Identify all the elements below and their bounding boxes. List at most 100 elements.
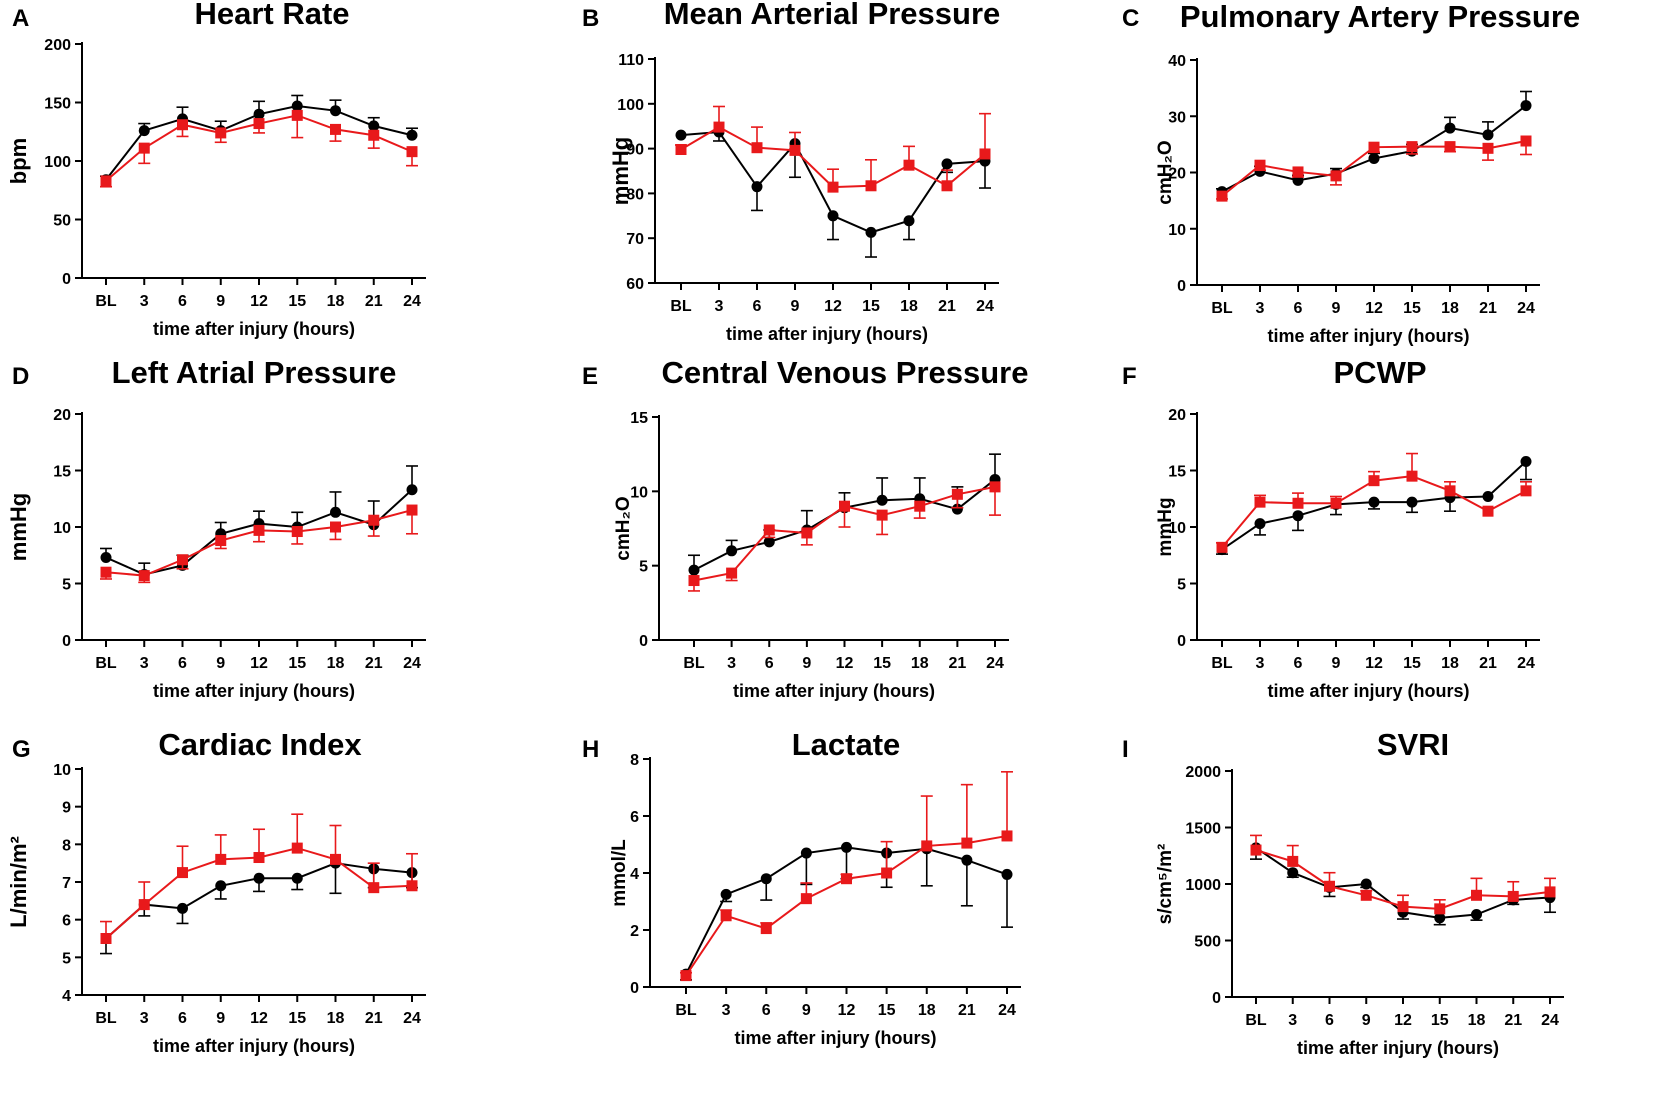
data-point xyxy=(1324,880,1335,892)
x-axis-label: time after injury (hours) xyxy=(733,681,935,701)
series-red xyxy=(1250,834,1556,915)
x-tick-label: 12 xyxy=(250,1010,268,1027)
data-point xyxy=(1292,510,1304,522)
x-tick-label: 3 xyxy=(727,655,736,672)
data-point xyxy=(330,123,341,135)
y-tick-label: 80 xyxy=(626,186,644,203)
y-tick-label: 0 xyxy=(1177,633,1186,650)
x-tick-label: BL xyxy=(670,298,692,315)
y-tick-label: 2 xyxy=(630,923,639,940)
data-point xyxy=(961,854,973,866)
x-tick-label: 3 xyxy=(140,655,149,672)
data-point xyxy=(881,867,893,879)
y-tick-label: 60 xyxy=(626,276,644,293)
data-point xyxy=(138,570,150,582)
data-point xyxy=(951,488,963,500)
data-point xyxy=(1254,159,1266,171)
data-point xyxy=(1406,470,1418,482)
data-point xyxy=(1482,142,1494,154)
y-tick-label: 10 xyxy=(53,520,71,537)
x-tick-label: 6 xyxy=(1325,1012,1334,1029)
y-tick-label: 10 xyxy=(1168,222,1186,239)
x-tick-label: 6 xyxy=(1294,300,1303,317)
data-point xyxy=(253,524,265,536)
y-tick-label: 110 xyxy=(618,52,644,69)
data-point xyxy=(1520,455,1532,467)
x-tick-label: 3 xyxy=(140,293,149,310)
y-tick-label: 20 xyxy=(1168,407,1186,424)
data-point xyxy=(789,144,801,156)
x-tick-label: 24 xyxy=(986,655,1004,672)
x-tick-label: 18 xyxy=(911,655,929,672)
data-point xyxy=(100,933,112,944)
data-point xyxy=(801,527,813,539)
chart-panel-A: A Heart Rate 0 50 100 150 200 BL 3 6 9 12 15 18 21 24 ti… xyxy=(6,0,426,339)
x-tick-label: 12 xyxy=(250,655,268,672)
x-tick-label: 18 xyxy=(327,1010,345,1027)
y-tick-label: 10 xyxy=(630,484,648,501)
data-point xyxy=(291,842,303,854)
x-tick-label: 18 xyxy=(1441,655,1459,672)
x-tick-label: 15 xyxy=(1403,655,1421,672)
x-tick-label: 3 xyxy=(722,1002,731,1019)
x-tick-label: 18 xyxy=(900,298,918,315)
x-tick-label: BL xyxy=(95,655,117,672)
x-tick-label: 15 xyxy=(288,655,306,672)
data-point xyxy=(406,146,418,158)
x-tick-label: BL xyxy=(95,293,117,310)
data-point xyxy=(1368,141,1380,153)
x-tick-label: BL xyxy=(683,655,705,672)
data-point xyxy=(406,484,418,496)
y-tick-label: 6 xyxy=(630,809,639,826)
x-tick-label: 24 xyxy=(976,298,994,315)
data-point xyxy=(1292,497,1304,509)
data-point xyxy=(291,526,303,538)
chart-panel-D: D Left Atrial Pressure 0 5 10 15 20 BL 3 6 9 12 15 18… xyxy=(6,355,426,701)
series-black xyxy=(1250,842,1556,926)
data-point xyxy=(1254,496,1266,508)
x-tick-label: 6 xyxy=(178,293,187,310)
y-tick-label: 8 xyxy=(630,752,639,769)
y-tick-label: 0 xyxy=(639,633,648,650)
y-tick-label: 4 xyxy=(62,988,71,1005)
x-tick-label: 21 xyxy=(938,298,956,315)
data-point xyxy=(1482,129,1494,141)
chart-panel-F: F PCWP 0 5 10 15 20 BL 3 6 9 12 15 18 21 24 time after i… xyxy=(1122,355,1540,701)
data-point xyxy=(903,215,915,227)
x-axis-label: time after injury (hours) xyxy=(153,681,355,701)
y-tick-label: 50 xyxy=(53,213,71,230)
data-point xyxy=(1520,135,1532,147)
y-tick-label: 15 xyxy=(53,464,71,481)
chart-panel-C: C Pulmonary Artery Pressure 0 10 20 30 40 BL 3 6 9… xyxy=(1122,0,1580,346)
x-tick-label: 6 xyxy=(753,298,762,315)
x-tick-label: 3 xyxy=(140,1010,149,1027)
panel-letter: G xyxy=(12,736,31,763)
series-red xyxy=(100,504,418,584)
x-tick-label: 24 xyxy=(403,1010,421,1027)
data-point xyxy=(1001,830,1013,842)
data-point xyxy=(253,872,265,884)
y-axis-label: L/min/m² xyxy=(6,836,31,928)
data-point xyxy=(760,873,772,885)
data-point xyxy=(215,127,227,139)
panel-letter: D xyxy=(12,363,29,390)
data-point xyxy=(215,853,227,865)
x-tick-label: 24 xyxy=(998,1002,1016,1019)
data-point xyxy=(841,873,852,885)
y-tick-label: 15 xyxy=(630,410,648,427)
x-tick-label: 3 xyxy=(1256,300,1265,317)
x-tick-label: 9 xyxy=(802,1002,811,1019)
data-point xyxy=(941,158,953,170)
y-tick-label: 10 xyxy=(53,762,71,779)
data-point xyxy=(1368,475,1380,487)
data-point xyxy=(726,567,738,579)
data-point xyxy=(1406,496,1418,508)
data-point xyxy=(1287,867,1299,879)
y-tick-label: 150 xyxy=(44,96,71,113)
y-tick-label: 5 xyxy=(1177,577,1186,594)
data-point xyxy=(839,500,850,512)
series-red xyxy=(100,813,418,944)
data-point xyxy=(800,893,812,905)
y-tick-label: 500 xyxy=(1194,934,1221,951)
data-point xyxy=(1216,541,1228,553)
